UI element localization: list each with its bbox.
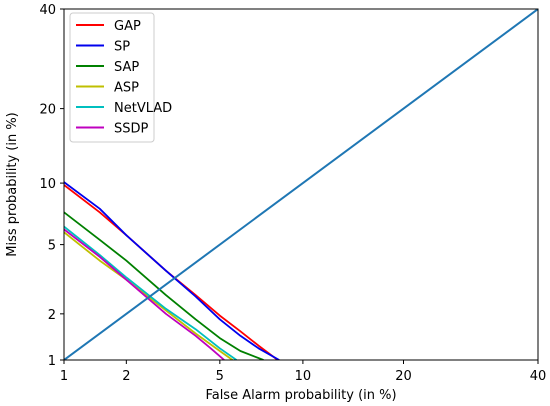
series-line-ssdp xyxy=(64,228,225,360)
legend-label-gap: GAP xyxy=(114,19,141,34)
series-line-sp xyxy=(64,181,280,360)
y-tick-label: 40 xyxy=(39,3,56,18)
y-tick-label: 10 xyxy=(39,177,56,192)
axis-ticks: 1 2 5 10 20 40 1 2 5 10 20 40 xyxy=(39,3,546,384)
plot-frame xyxy=(63,8,539,361)
series-line-gap xyxy=(64,184,279,360)
y-axis-label: Miss probability (in %) xyxy=(5,112,20,256)
series-line-netvlad xyxy=(64,225,238,360)
x-tick-label: 40 xyxy=(530,369,547,384)
legend: GAP SP SAP ASP NetVLAD SSDP xyxy=(69,12,172,143)
y-tick-label: 5 xyxy=(48,239,56,254)
x-axis-label: False Alarm probability (in %) xyxy=(205,388,396,403)
x-tick-label: 2 xyxy=(122,369,130,384)
legend-label-sp: SP xyxy=(114,40,130,55)
series-line-sap xyxy=(64,211,264,360)
legend-label-ssdp: SSDP xyxy=(114,122,149,137)
x-tick-label: 5 xyxy=(216,369,224,384)
x-tick-label: 1 xyxy=(60,369,68,384)
plot-lines xyxy=(64,9,538,360)
y-tick-label: 20 xyxy=(39,103,56,118)
legend-label-asp: ASP xyxy=(114,81,139,96)
y-tick-label: 2 xyxy=(48,308,56,323)
y-tick-label: 1 xyxy=(48,354,56,369)
diagonal-reference-line xyxy=(64,9,538,360)
legend-label-sap: SAP xyxy=(114,60,139,75)
series-line-asp xyxy=(64,231,234,360)
x-tick-label: 10 xyxy=(295,369,312,384)
x-tick-label: 20 xyxy=(395,369,412,384)
legend-label-netvlad: NetVLAD xyxy=(114,101,172,116)
